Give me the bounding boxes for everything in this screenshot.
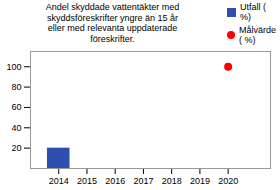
svg-text:60: 60 <box>11 102 21 112</box>
html-text:Andel skyddade vattentäkter me: Andel skyddade vattentäkter med skyddsfö… <box>45 2 180 44</box>
svg-text:2020: 2020 <box>218 176 238 186</box>
svg-text:2017: 2017 <box>133 176 153 186</box>
svg-text:40: 40 <box>11 123 21 133</box>
svg-text:2014: 2014 <box>49 176 69 186</box>
html-text:Målvärde ( %): Målvärde ( %) <box>239 25 276 45</box>
svg-text:2019: 2019 <box>190 176 210 186</box>
svg-text:2018: 2018 <box>162 176 182 186</box>
svg-text:80: 80 <box>11 82 21 92</box>
svg-text:2016: 2016 <box>105 176 125 186</box>
svg-text:100: 100 <box>6 62 21 72</box>
svg-text:2015: 2015 <box>77 176 97 186</box>
html-text:Utfall ( %): Utfall ( %) <box>240 2 266 22</box>
svg-text:20: 20 <box>11 143 21 153</box>
